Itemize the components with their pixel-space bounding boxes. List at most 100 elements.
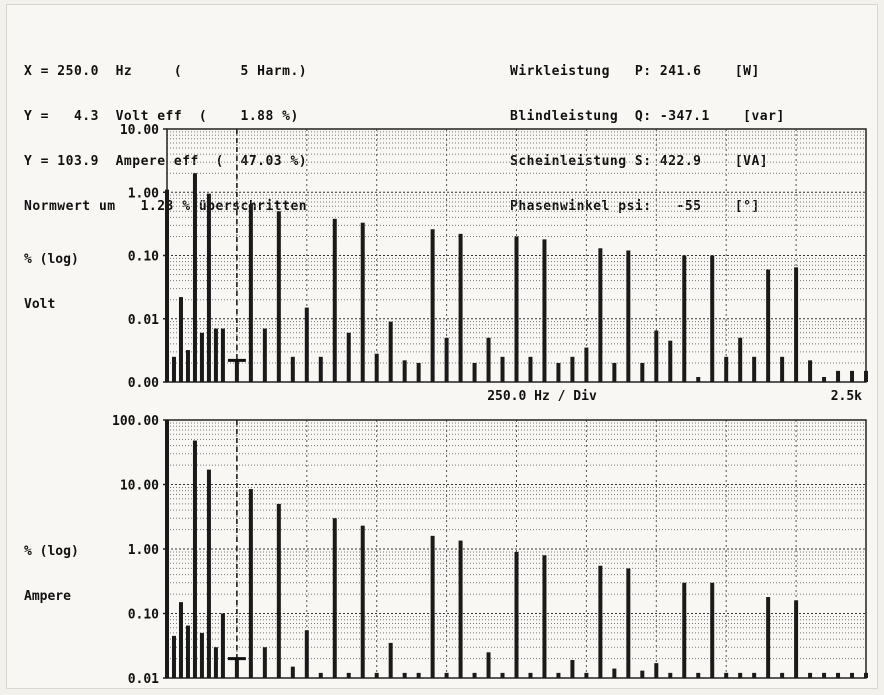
- current-bar: [185, 625, 190, 678]
- voltage-bar: [472, 362, 477, 382]
- voltage-bar: [234, 360, 239, 382]
- voltage-bar: [185, 350, 190, 382]
- current-bar: [514, 551, 519, 678]
- current-bar: [626, 568, 631, 678]
- voltage-ytick-label: 0.01: [128, 313, 159, 328]
- current-bar: [500, 672, 505, 678]
- x-axis-end-label: 2.5k: [831, 389, 862, 404]
- voltage-bar: [178, 297, 183, 382]
- current-bar: [794, 600, 799, 678]
- current-ytick-label: 10.00: [120, 479, 159, 494]
- voltage-bar: [430, 229, 435, 382]
- readout-line-voltage: Y = 4.3 Volt eff ( 1.88 %): [24, 109, 299, 124]
- current-bar: [668, 672, 673, 678]
- current-bar: [654, 663, 659, 678]
- current-bar: [766, 597, 771, 678]
- voltage-bar: [206, 193, 211, 382]
- voltage-ylabel-unit: % (log): [24, 252, 79, 267]
- current-bar: [332, 518, 337, 678]
- voltage-bar: [528, 356, 533, 382]
- current-bar: [444, 672, 449, 678]
- current-bar: [528, 672, 533, 678]
- voltage-bar: [808, 360, 813, 382]
- current-bar: [171, 635, 176, 678]
- current-bar: [556, 672, 561, 678]
- current-bar: [780, 672, 785, 678]
- voltage-bar: [346, 332, 351, 382]
- current-ytick-label: 0.01: [128, 672, 159, 687]
- voltage-bar: [780, 356, 785, 382]
- voltage-bar: [850, 370, 855, 382]
- voltage-bar: [192, 173, 197, 382]
- readout-line-current: Y = 103.9 Ampere eff ( 47.03 %): [24, 154, 308, 169]
- voltage-bar: [444, 337, 449, 382]
- voltage-bar: [598, 248, 603, 382]
- voltage-bar: [724, 356, 729, 382]
- current-bar: [570, 660, 575, 678]
- voltage-bar: [710, 255, 715, 382]
- current-plot: 0.01 0.10 1.00 10.00 100.00: [112, 414, 868, 687]
- voltage-bar: [262, 328, 267, 382]
- current-bar: [738, 672, 743, 678]
- current-bar: [808, 672, 813, 678]
- voltage-bar: [304, 307, 309, 382]
- current-bar: [416, 672, 421, 678]
- voltage-bar: [220, 328, 225, 382]
- voltage-bar: [584, 347, 589, 382]
- current-bar: [220, 613, 225, 678]
- current-bar: [598, 565, 603, 678]
- current-bar: [584, 672, 589, 678]
- current-bar: [262, 647, 267, 678]
- current-bar: [458, 540, 463, 678]
- current-bar: [640, 670, 645, 678]
- voltage-plot: 0.00 0.01 0.10 1.00 10.00: [120, 123, 868, 391]
- voltage-minor-grid: [167, 131, 866, 364]
- measurement-readout: X = 250.0 Hz ( 5 Harm.) Y = 4.3 Volt eff…: [24, 34, 307, 229]
- voltage-bar: [458, 233, 463, 382]
- current-ytick-label: 0.10: [128, 608, 159, 623]
- voltage-bar: [374, 353, 379, 382]
- current-ytick-label: 100.00: [112, 414, 159, 429]
- current-bar: [360, 525, 365, 678]
- voltage-bar: [626, 250, 631, 382]
- voltage-ytick-label: 0.10: [128, 250, 159, 265]
- voltage-bar: [570, 356, 575, 382]
- voltage-bar: [388, 321, 393, 382]
- voltage-bar: [738, 337, 743, 382]
- voltage-bar: [276, 211, 281, 382]
- current-bar: [430, 535, 435, 678]
- voltage-bar: [199, 332, 204, 382]
- current-bar: [836, 672, 841, 678]
- voltage-bar: [822, 376, 827, 382]
- readout-line-reactive-power: Blindleistung Q: -347.1 [var]: [510, 109, 785, 124]
- voltage-bar: [290, 356, 295, 382]
- voltage-bar: [213, 328, 218, 382]
- voltage-bar: [640, 362, 645, 382]
- voltage-bar: [668, 340, 673, 382]
- current-bar: [612, 668, 617, 678]
- analyzer-screen: [6, 4, 878, 689]
- current-bar: [542, 555, 547, 678]
- current-bar: [346, 672, 351, 678]
- current-bar: [248, 489, 253, 678]
- voltage-bar: [248, 204, 253, 382]
- current-bar: [752, 672, 757, 678]
- voltage-bar: [612, 362, 617, 382]
- x-axis-label: 250.0 Hz / Div: [487, 389, 597, 404]
- voltage-bar: [836, 370, 841, 382]
- voltage-bar: [696, 376, 701, 382]
- voltage-bar: [556, 362, 561, 382]
- current-bar: [486, 652, 491, 678]
- voltage-bar: [654, 330, 659, 382]
- current-bar: [388, 642, 393, 678]
- voltage-bar: [864, 370, 868, 382]
- voltage-bar: [165, 189, 169, 382]
- current-bar: [165, 420, 169, 678]
- readout-line-apparent-power: Scheinleistung S: 422.9 [VA]: [510, 154, 769, 169]
- current-bar: [682, 582, 687, 678]
- current-bar: [199, 632, 204, 678]
- current-ytick-label: 1.00: [128, 543, 159, 558]
- voltage-bar: [171, 356, 176, 382]
- voltage-bars: [165, 173, 868, 382]
- voltage-bar: [766, 269, 771, 382]
